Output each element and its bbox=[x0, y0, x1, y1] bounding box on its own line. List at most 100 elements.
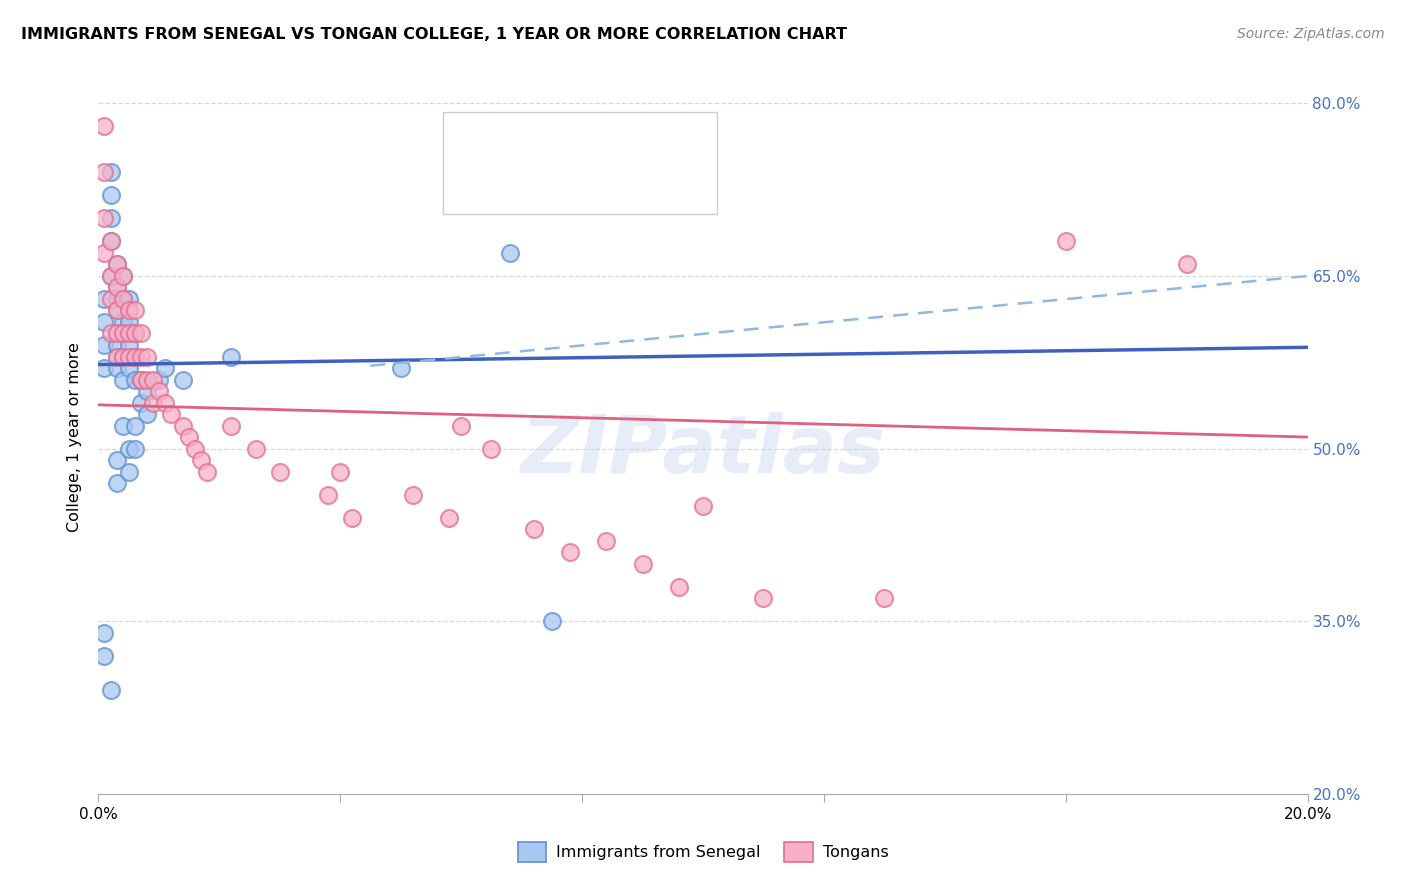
Point bbox=[111, 350, 134, 364]
Point bbox=[105, 280, 128, 294]
Point bbox=[111, 268, 134, 283]
Point bbox=[111, 292, 134, 306]
Point bbox=[124, 372, 146, 386]
Point bbox=[481, 442, 503, 456]
Point bbox=[93, 315, 115, 329]
Point bbox=[111, 292, 134, 306]
Text: N =: N = bbox=[607, 129, 640, 147]
Point bbox=[100, 188, 122, 202]
Point bbox=[93, 338, 115, 352]
Point bbox=[595, 533, 617, 548]
Point bbox=[129, 372, 152, 386]
Point bbox=[111, 418, 134, 433]
Text: ZIPatlas: ZIPatlas bbox=[520, 412, 886, 491]
Point bbox=[124, 350, 146, 364]
Y-axis label: College, 1 year or more: College, 1 year or more bbox=[67, 343, 83, 532]
Point bbox=[135, 384, 157, 398]
Point bbox=[105, 350, 128, 364]
Point bbox=[1175, 257, 1198, 271]
Point bbox=[692, 499, 714, 513]
Point bbox=[558, 545, 581, 559]
Point bbox=[100, 268, 122, 283]
Point bbox=[111, 268, 134, 283]
Point bbox=[100, 165, 122, 179]
Point bbox=[118, 442, 141, 456]
Point bbox=[1054, 235, 1077, 249]
Point bbox=[450, 418, 472, 433]
Point bbox=[342, 510, 364, 524]
Point bbox=[105, 361, 128, 376]
Point bbox=[523, 522, 546, 536]
Point bbox=[142, 372, 165, 386]
Point bbox=[105, 257, 128, 271]
Point bbox=[153, 395, 176, 409]
Point bbox=[129, 372, 152, 386]
Point bbox=[93, 211, 115, 226]
Point bbox=[100, 235, 122, 249]
Point bbox=[316, 488, 339, 502]
Point bbox=[389, 361, 412, 376]
Point bbox=[105, 257, 128, 271]
Point bbox=[221, 350, 243, 364]
Point bbox=[118, 361, 141, 376]
Point bbox=[329, 465, 352, 479]
FancyBboxPatch shape bbox=[454, 122, 481, 155]
Point bbox=[118, 338, 141, 352]
Point bbox=[105, 303, 128, 318]
Point bbox=[190, 453, 212, 467]
Point bbox=[124, 326, 146, 341]
Point bbox=[118, 465, 141, 479]
Point bbox=[124, 418, 146, 433]
Point bbox=[752, 591, 775, 606]
Point bbox=[631, 557, 654, 571]
Point bbox=[93, 625, 115, 640]
Point bbox=[221, 418, 243, 433]
Point bbox=[105, 303, 128, 318]
Point bbox=[148, 372, 170, 386]
Point bbox=[118, 350, 141, 364]
Point bbox=[179, 430, 201, 444]
Point bbox=[93, 165, 115, 179]
Point bbox=[129, 350, 152, 364]
Point bbox=[135, 350, 157, 364]
Text: R =: R = bbox=[491, 174, 523, 193]
Point bbox=[100, 326, 122, 341]
Point bbox=[148, 384, 170, 398]
Point bbox=[100, 235, 122, 249]
Point bbox=[118, 315, 141, 329]
Point bbox=[873, 591, 896, 606]
Point bbox=[437, 510, 460, 524]
Point bbox=[100, 211, 122, 226]
Point bbox=[105, 292, 128, 306]
Point bbox=[100, 292, 122, 306]
Point bbox=[93, 120, 115, 134]
Point bbox=[668, 580, 690, 594]
Point bbox=[105, 476, 128, 491]
Point bbox=[129, 326, 152, 341]
Point bbox=[105, 326, 128, 341]
Point bbox=[269, 465, 291, 479]
Text: R =: R = bbox=[491, 129, 523, 147]
Point bbox=[105, 280, 128, 294]
Point bbox=[105, 338, 128, 352]
FancyBboxPatch shape bbox=[454, 167, 481, 200]
Text: 0.044: 0.044 bbox=[540, 129, 595, 147]
Text: N =: N = bbox=[607, 174, 640, 193]
Point bbox=[111, 372, 134, 386]
Point bbox=[153, 361, 176, 376]
Text: 51: 51 bbox=[650, 129, 673, 147]
Text: IMMIGRANTS FROM SENEGAL VS TONGAN COLLEGE, 1 YEAR OR MORE CORRELATION CHART: IMMIGRANTS FROM SENEGAL VS TONGAN COLLEG… bbox=[21, 27, 846, 42]
Text: 58: 58 bbox=[650, 174, 673, 193]
Text: -0.052: -0.052 bbox=[540, 174, 602, 193]
Point bbox=[135, 407, 157, 421]
Point bbox=[105, 326, 128, 341]
Point bbox=[93, 292, 115, 306]
Point bbox=[105, 350, 128, 364]
Point bbox=[111, 350, 134, 364]
Point bbox=[93, 246, 115, 260]
Point bbox=[124, 442, 146, 456]
Point bbox=[540, 614, 562, 628]
Legend: Immigrants from Senegal, Tongans: Immigrants from Senegal, Tongans bbox=[512, 836, 894, 868]
Point bbox=[195, 465, 218, 479]
Point bbox=[118, 326, 141, 341]
